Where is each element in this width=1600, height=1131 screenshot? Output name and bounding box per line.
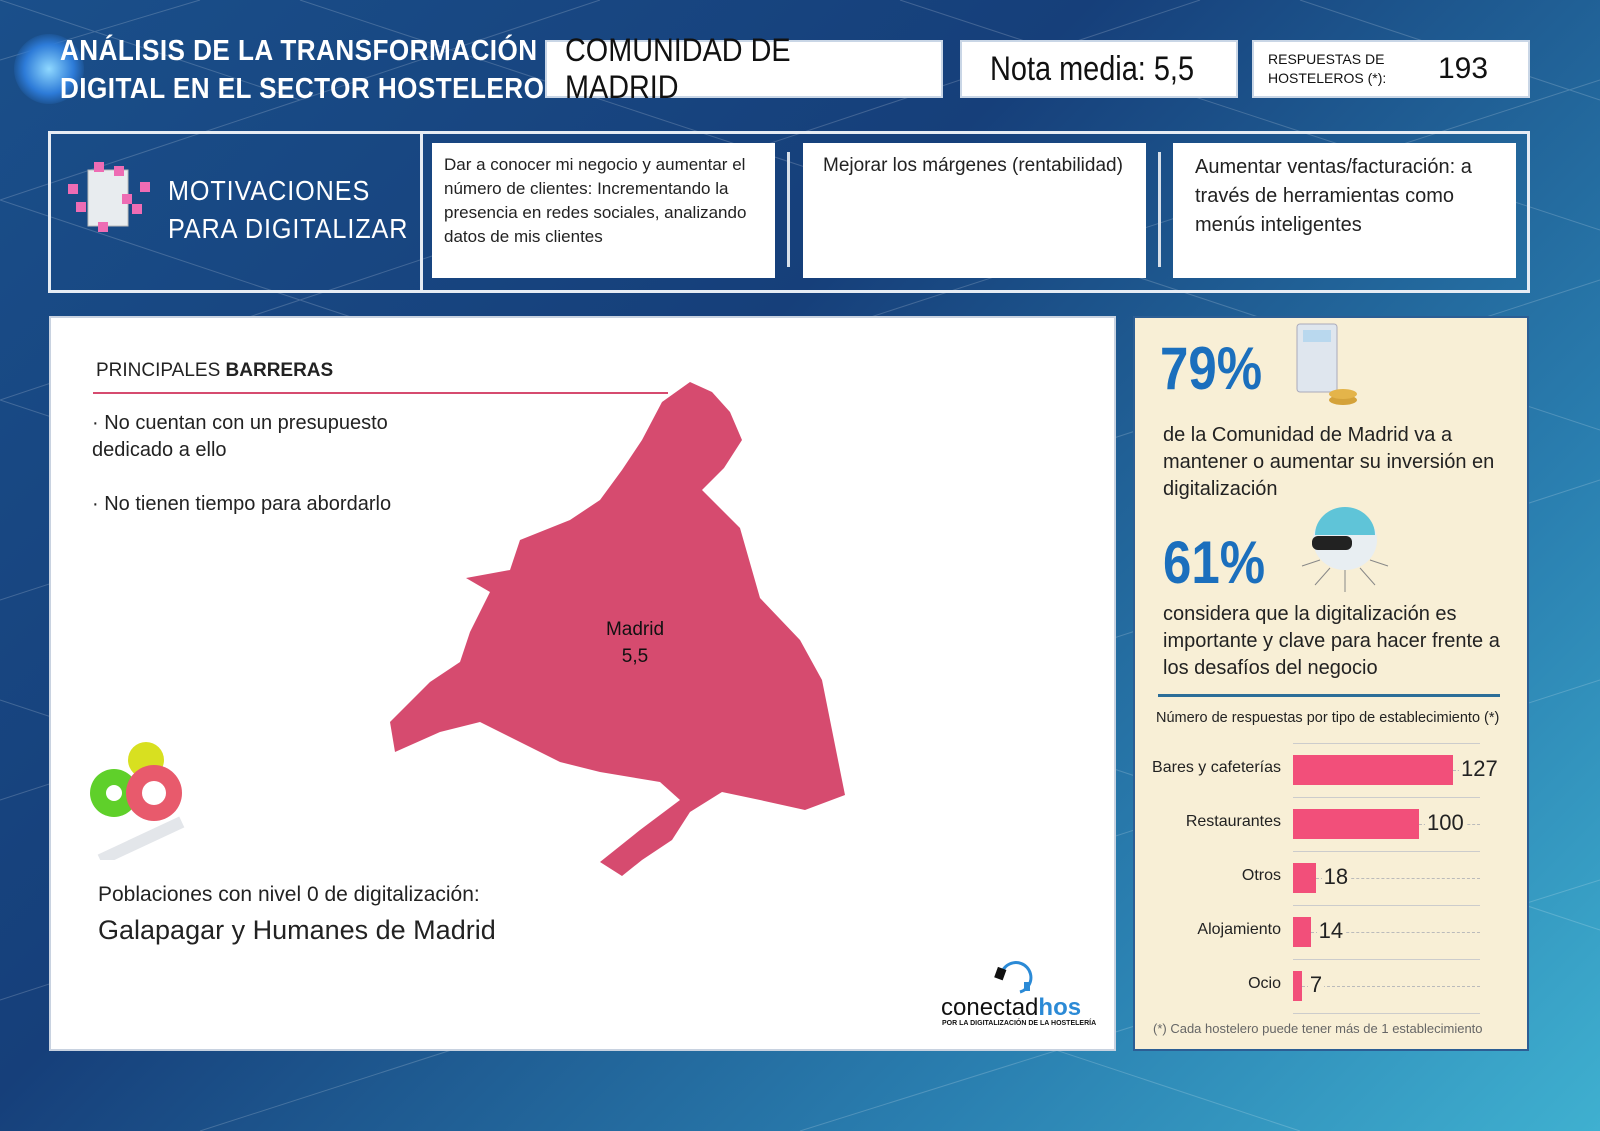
region-box: COMUNIDAD DE MADRID [545,32,943,105]
divider [787,152,790,267]
chart-title: Número de respuestas por tipo de estable… [1156,710,1500,726]
calculator-icon [1296,323,1357,405]
bar [1293,971,1302,1001]
barriers-underline [93,392,668,394]
category-label: Alojamiento [1197,921,1281,938]
motivation-card-3: Aumentar ventas/facturación: a través de… [1173,143,1516,278]
category-label: Ocio [1248,975,1281,992]
gridline [1293,1013,1480,1014]
page-title: ANÁLISIS DE LA TRANSFORMACIÓN DIGITAL EN … [60,35,545,105]
zero-level-towns: Galapagar y Humanes de Madrid [98,915,496,945]
stat-text: de la Comunidad de Madrid va a mantener … [1163,424,1495,500]
logo-tagline: POR LA DIGITALIZACIÓN DE LA HOSTELERÍA [942,1020,1097,1027]
barrier-item: · No cuentan con un presupuesto dedicado… [92,412,388,461]
data-label: 14 [1316,918,1346,944]
gridline [1293,851,1480,852]
gridline [1293,797,1480,798]
data-label: 7 [1307,972,1325,998]
stat-value: 79% [1160,335,1263,402]
robot-icon [1301,507,1389,592]
bar [1293,809,1419,839]
category-label: Restaurantes [1185,813,1281,830]
gridline [1293,743,1480,744]
map-label: Madrid 5,5 [605,619,665,667]
leader-line [1310,932,1480,933]
glow-decoration [14,34,84,104]
data-label: 18 [1321,864,1351,890]
leader-line [1301,986,1480,987]
divider [1158,694,1500,697]
score-box: Nota media: 5,5 [960,40,1238,98]
gridline [1293,905,1480,906]
stat-text: considera que la digitalización es impor… [1163,603,1500,679]
barriers-title: PRINCIPALES BARRERAS [96,360,334,381]
headset-logo-icon [994,961,1033,994]
responses-box: RESPUESTAS DE HOSTELEROS (*): 193 [1252,40,1530,98]
barrier-item: · No tienen tiempo para abordarlo [92,493,392,515]
data-label: 100 [1424,810,1466,836]
bar [1293,917,1311,947]
madrid-region-shape [390,382,845,876]
stat-value: 61% [1163,529,1266,596]
motivation-card-2: Mejorar los márgenes (rentabilidad) [803,143,1146,278]
bar [1293,863,1316,893]
bar [1293,755,1453,785]
conectadhos-logo: conectadhos [941,994,1082,1021]
divider [420,131,423,293]
chart-footnote: (*) Cada hostelero puede tener más de 1 … [1153,1021,1483,1036]
motivations-frame [48,131,1530,293]
gridline [1293,959,1480,960]
gears-icon [90,742,185,860]
zero-level-label: Poblaciones con nivel 0 de digitalizació… [98,883,480,906]
category-label: Otros [1241,867,1281,884]
data-label: 127 [1459,756,1500,782]
responses-value: 193 [1438,52,1489,85]
category-label: Bares y cafeterías [1152,759,1281,776]
divider [1158,152,1161,267]
motivations-title: MOTIVACIONES PARA DIGITALIZAR [168,175,409,244]
leader-line [1315,878,1480,879]
cube-network-icon [68,162,150,232]
motivation-card-1: Dar a conocer mi negocio y aumentar el n… [432,143,775,278]
